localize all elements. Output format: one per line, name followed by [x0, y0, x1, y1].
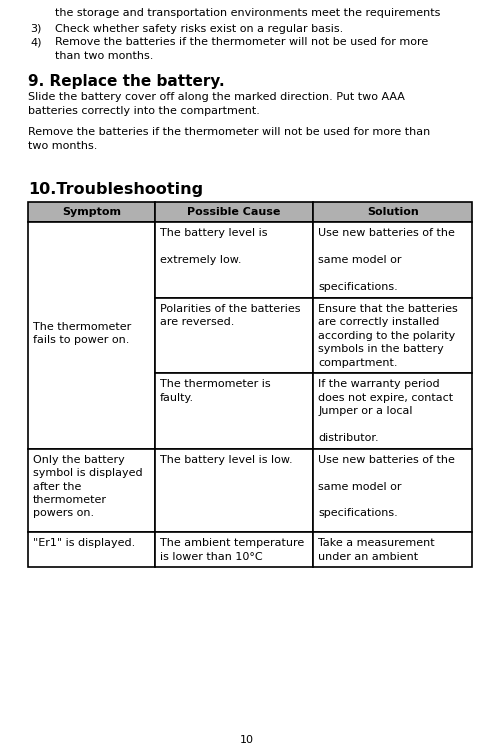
Text: Slide the battery cover off along the marked direction. Put two AAA: Slide the battery cover off along the ma… [28, 92, 405, 102]
Text: symbol is displayed: symbol is displayed [33, 468, 143, 478]
Text: The thermometer: The thermometer [33, 322, 131, 332]
Bar [155, 202, 314, 222]
Bar [155, 297, 314, 373]
Text: are correctly installed: are correctly installed [319, 317, 440, 327]
Text: Symptom: Symptom [62, 207, 121, 217]
Text: The ambient temperature: The ambient temperature [160, 538, 304, 548]
Text: If the warranty period: If the warranty period [319, 379, 440, 389]
Text: the storage and transportation environments meet the requirements: the storage and transportation environme… [55, 8, 440, 18]
Text: according to the polarity: according to the polarity [319, 331, 456, 340]
Bar [28, 532, 155, 567]
Text: Ensure that the batteries: Ensure that the batteries [319, 303, 458, 313]
Bar [28, 449, 155, 532]
Text: 10.Troubleshooting: 10.Troubleshooting [28, 182, 203, 197]
Bar [314, 222, 472, 297]
Bar [314, 532, 472, 567]
Text: under an ambient: under an ambient [319, 551, 418, 562]
Text: faulty.: faulty. [160, 392, 194, 403]
Text: Polarities of the batteries: Polarities of the batteries [160, 303, 300, 313]
Text: Remove the batteries if the thermometer will not be used for more than: Remove the batteries if the thermometer … [28, 127, 430, 137]
Text: does not expire, contact: does not expire, contact [319, 392, 453, 403]
Text: compartment.: compartment. [319, 358, 398, 367]
Bar [314, 297, 472, 373]
Text: 10: 10 [240, 735, 254, 745]
Text: Jumper or a local: Jumper or a local [319, 406, 413, 416]
Text: Only the battery: Only the battery [33, 455, 125, 465]
Bar [314, 202, 472, 222]
Text: fails to power on.: fails to power on. [33, 335, 129, 345]
Text: The battery level is: The battery level is [160, 228, 267, 238]
Text: powers on.: powers on. [33, 508, 94, 519]
Text: 3): 3) [30, 23, 41, 33]
Text: symbols in the battery: symbols in the battery [319, 344, 444, 354]
Text: are reversed.: are reversed. [160, 317, 234, 327]
Text: 9. Replace the battery.: 9. Replace the battery. [28, 74, 225, 89]
Text: distributor.: distributor. [319, 433, 379, 443]
Text: is lower than 10°C: is lower than 10°C [160, 551, 262, 562]
Text: thermometer: thermometer [33, 495, 107, 505]
Text: batteries correctly into the compartment.: batteries correctly into the compartment… [28, 105, 260, 115]
Text: two months.: two months. [28, 141, 97, 151]
Text: same model or: same model or [319, 255, 402, 265]
Text: Check whether safety risks exist on a regular basis.: Check whether safety risks exist on a re… [55, 23, 343, 33]
Bar [314, 449, 472, 532]
Text: The battery level is low.: The battery level is low. [160, 455, 292, 465]
Text: after the: after the [33, 481, 82, 492]
Bar [155, 449, 314, 532]
Text: Remove the batteries if the thermometer will not be used for more: Remove the batteries if the thermometer … [55, 37, 428, 47]
Text: Possible Cause: Possible Cause [187, 207, 281, 217]
Text: same model or: same model or [319, 481, 402, 492]
Bar [155, 373, 314, 449]
Text: Use new batteries of the: Use new batteries of the [319, 228, 455, 238]
Bar [314, 373, 472, 449]
Text: specifications.: specifications. [319, 282, 398, 292]
Text: Solution: Solution [367, 207, 418, 217]
Text: than two months.: than two months. [55, 50, 153, 60]
Bar [155, 532, 314, 567]
Bar [28, 222, 155, 449]
Text: extremely low.: extremely low. [160, 255, 241, 265]
Bar [28, 202, 155, 222]
Text: The thermometer is: The thermometer is [160, 379, 270, 389]
Text: "Er1" is displayed.: "Er1" is displayed. [33, 538, 135, 548]
Text: Take a measurement: Take a measurement [319, 538, 435, 548]
Text: Use new batteries of the: Use new batteries of the [319, 455, 455, 465]
Text: 4): 4) [30, 37, 41, 47]
Text: specifications.: specifications. [319, 508, 398, 519]
Bar [155, 222, 314, 297]
